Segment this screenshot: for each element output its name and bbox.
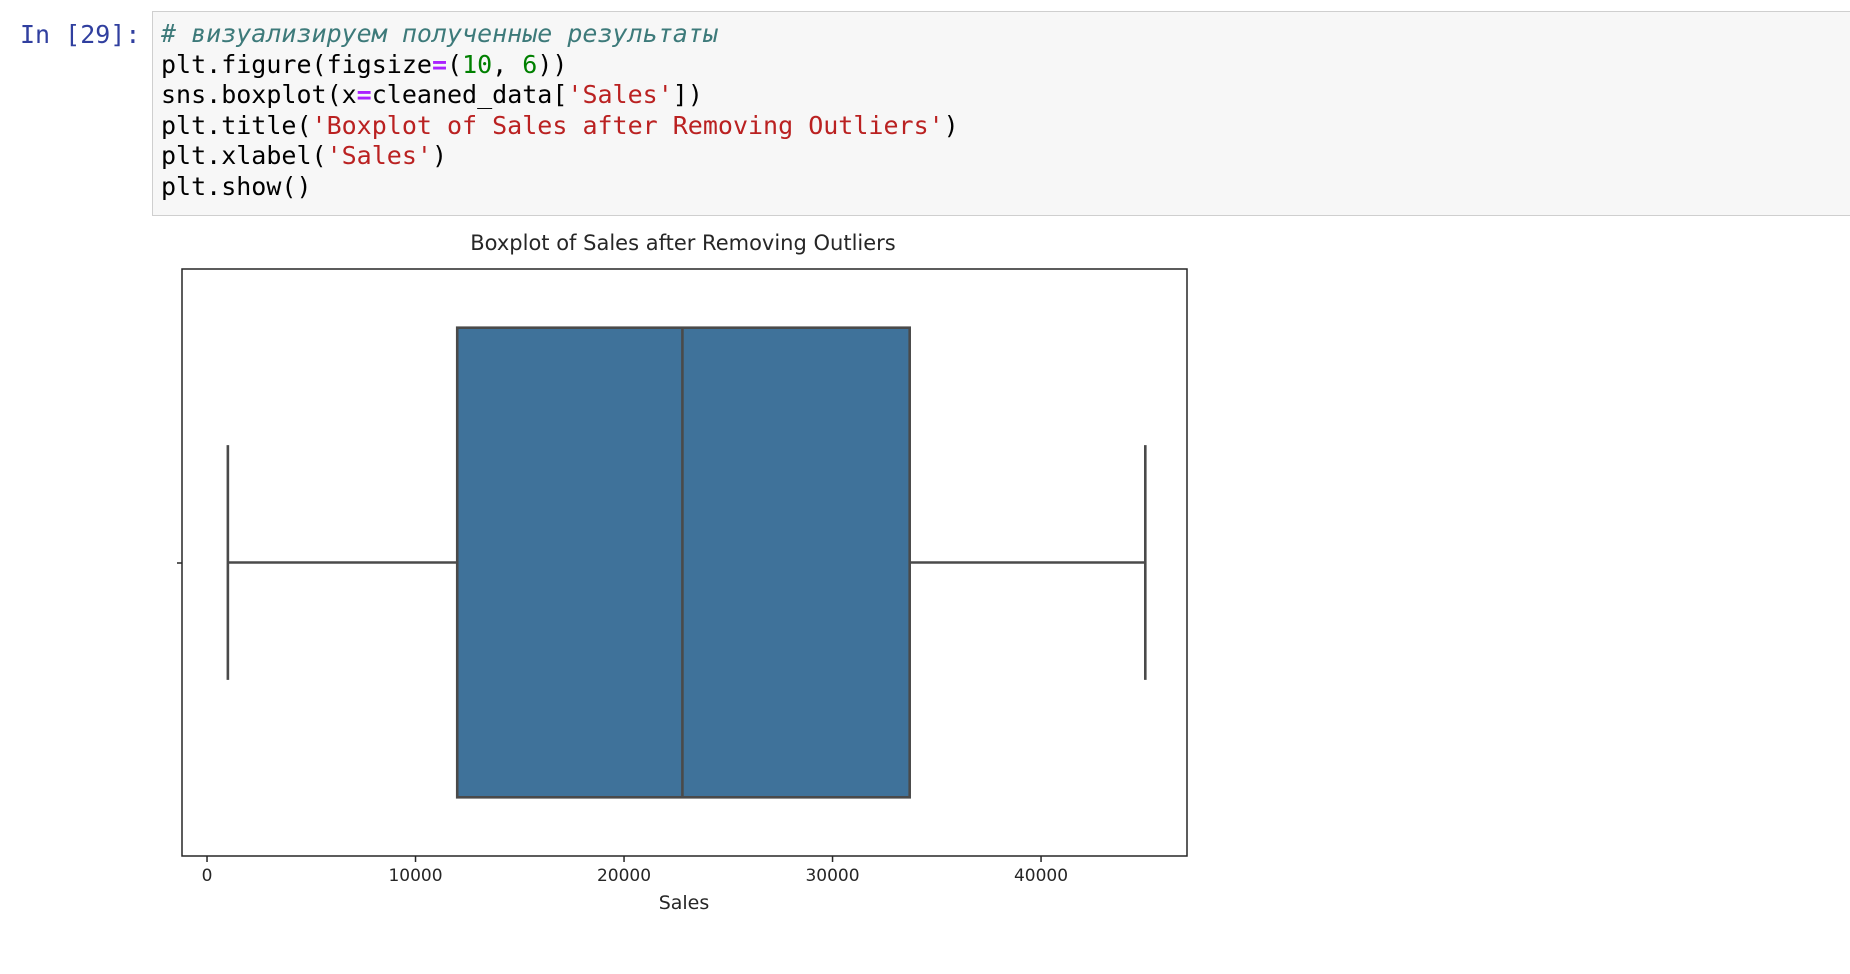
chart-title: Boxplot of Sales after Removing Outliers [470,231,896,255]
code-token-plain: plt.figure(figsize [161,49,432,79]
code-line: plt.figure(figsize=(10, 6)) [161,50,959,81]
code-line: # визуализируем полученные результаты [161,19,959,50]
x-axis-label: Sales [659,892,710,914]
x-tick-label: 10000 [388,866,442,886]
code-token-plain: plt.show() [161,171,312,201]
code-token-plain: plt.title( [161,110,312,140]
x-tick-label: 0 [202,866,213,886]
code-line: plt.show() [161,172,959,203]
code-line: plt.title('Boxplot of Sales after Removi… [161,111,959,142]
boxplot-chart: Boxplot of Sales after Removing Outliers… [177,231,1188,914]
code-token-plain: cleaned_data[ [371,80,568,110]
cell-output: Boxplot of Sales after Removing Outliers… [152,226,1212,926]
code-token-str: 'Sales' [567,80,673,110]
code-token-plain: ) [943,110,959,140]
code-token-str: 'Boxplot of Sales after Removing Outlier… [311,110,944,140]
code-token-plain: plt.xlabel( [161,141,327,171]
code-token-plain: , [492,49,523,79]
code-token-plain: )) [537,49,568,79]
code-token-plain: ]) [672,80,703,110]
code-token-str: 'Sales' [326,141,432,171]
code-token-plain: sns.boxplot(x [161,80,357,110]
code-token-op: = [356,80,372,110]
code-token-num: 10 [462,49,493,79]
code-editor[interactable]: # визуализируем полученные результаты plt… [152,11,1850,216]
x-tick-label: 40000 [1014,866,1068,886]
x-tick-label: 30000 [805,866,859,886]
code-line: sns.boxplot(x=cleaned_data['Sales']) [161,80,959,111]
code-token-comment: # визуализируем полученные результаты [161,19,718,48]
x-tick-label: 20000 [597,866,651,886]
code-line: plt.xlabel('Sales') [161,141,959,172]
code-token-plain: ) [431,141,447,171]
code-token-op: = [431,49,447,79]
code-token-plain: ( [447,49,463,79]
code-block[interactable]: # визуализируем полученные результаты plt… [161,19,959,203]
code-token-num: 6 [522,49,538,79]
cell-prompt: In [29]: [20,20,141,49]
